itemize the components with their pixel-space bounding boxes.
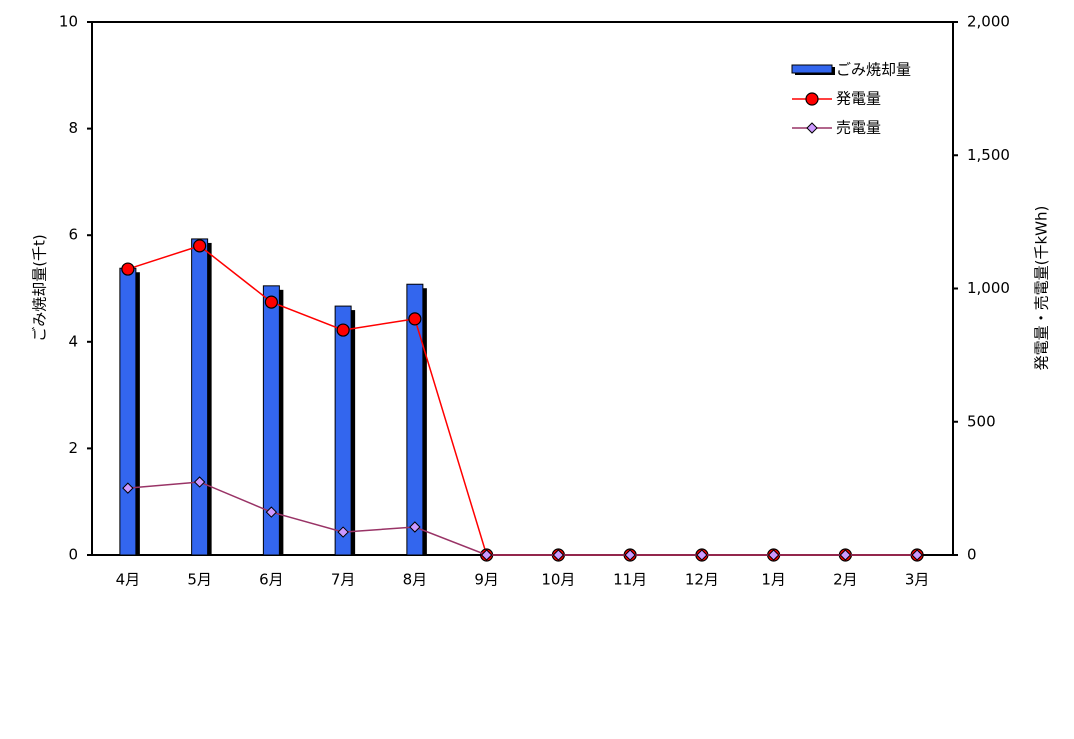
y2-axis-title: 発電量・売電量(千kWh) — [1033, 206, 1051, 371]
marker — [336, 323, 350, 337]
marker — [265, 506, 278, 518]
marker — [409, 521, 421, 533]
x-tick-label: 6月 — [259, 571, 284, 589]
y-axis-title: ごみ焼却量(千t) — [31, 234, 49, 342]
x-tick-label: 7月 — [331, 571, 356, 589]
marker — [122, 482, 134, 494]
marker — [193, 239, 207, 253]
marker — [121, 262, 135, 276]
bar — [191, 238, 209, 556]
line — [127, 245, 918, 556]
marker — [696, 549, 708, 561]
y2-tick-label: 0 — [967, 546, 977, 564]
bar — [119, 267, 137, 556]
marker — [337, 526, 349, 538]
marker — [911, 549, 923, 561]
x-tick-label: 9月 — [474, 571, 499, 589]
x-tick-label: 1月 — [761, 571, 786, 589]
marker — [839, 549, 852, 561]
y-tick-label: 10 — [59, 13, 78, 31]
x-tick-label: 5月 — [187, 571, 212, 589]
x-tick-label: 3月 — [905, 571, 930, 589]
legend-label: 売電量 — [836, 119, 881, 137]
x-tick-label: 2月 — [833, 571, 858, 589]
marker — [193, 476, 206, 488]
bar — [262, 285, 280, 556]
marker — [624, 549, 636, 561]
bar — [406, 283, 424, 556]
x-tick-label: 12月 — [685, 571, 719, 589]
marker — [480, 549, 493, 561]
y2-tick-label: 1,000 — [967, 279, 1010, 297]
y2-tick-label: 1,500 — [967, 146, 1010, 164]
y-tick-label: 8 — [68, 119, 78, 137]
legend-label: ごみ焼却量 — [836, 61, 911, 79]
y-tick-label: 0 — [68, 546, 78, 564]
legend-swatch — [791, 64, 833, 74]
y2-tick-label: 500 — [967, 412, 996, 430]
x-tick-label: 11月 — [613, 571, 647, 589]
marker — [264, 295, 278, 309]
x-tick-label: 8月 — [403, 571, 428, 589]
y-tick-label: 4 — [68, 332, 78, 350]
y2-tick-label: 2,000 — [967, 13, 1010, 31]
legend-label: 発電量 — [836, 90, 881, 108]
legend-marker — [805, 92, 819, 106]
bar — [334, 305, 352, 556]
y-tick-label: 6 — [68, 226, 78, 244]
line — [127, 481, 918, 556]
y-tick-label: 2 — [68, 439, 78, 457]
x-tick-label: 4月 — [116, 571, 141, 589]
marker — [408, 312, 422, 326]
plot-frame — [91, 21, 954, 556]
marker — [767, 549, 780, 561]
marker — [552, 549, 565, 561]
x-tick-label: 10月 — [541, 571, 575, 589]
legend-marker — [806, 122, 818, 134]
